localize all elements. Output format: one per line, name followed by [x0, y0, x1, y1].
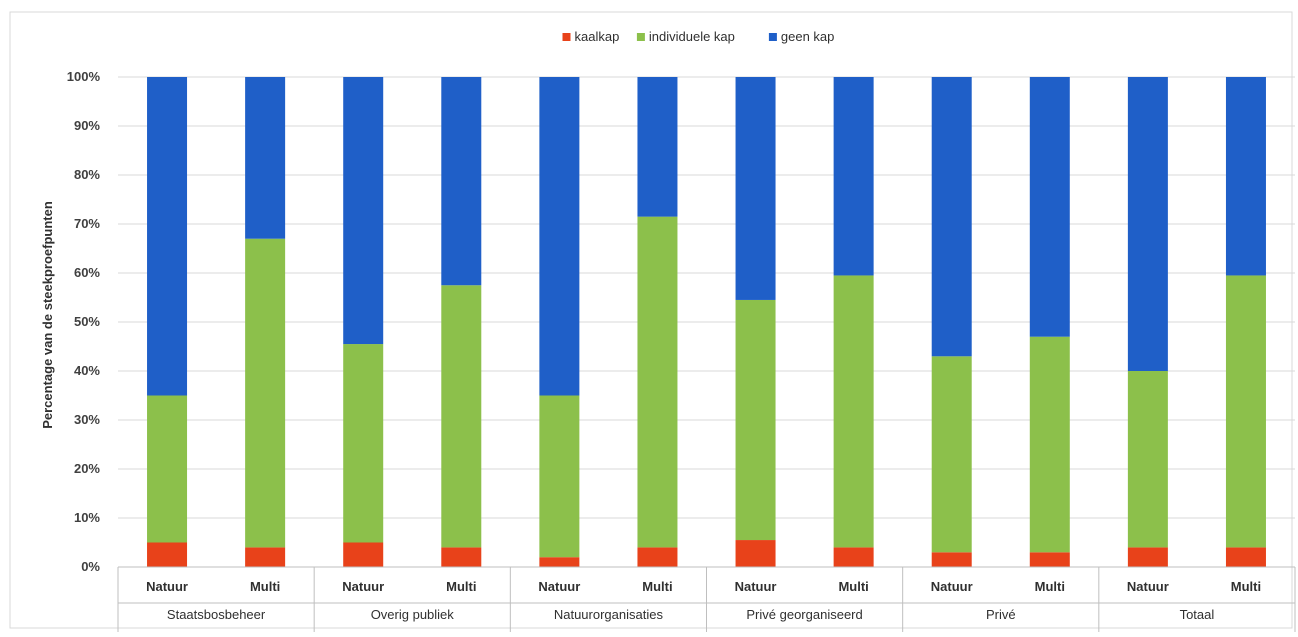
legend-swatch-kaalkap — [562, 33, 571, 41]
bars — [147, 77, 1266, 567]
y-tick-label: 100% — [67, 69, 101, 84]
x-category-label: Multi — [1035, 579, 1065, 594]
y-tick-label: 40% — [74, 363, 100, 378]
x-category-label: Natuur — [538, 579, 580, 594]
x-category-label: Natuur — [146, 579, 188, 594]
y-tick-label: 90% — [74, 118, 100, 133]
bar-segment-geen-kap — [1225, 77, 1266, 276]
bar-segment-kaalkap — [735, 540, 776, 567]
y-tick-label: 0% — [81, 559, 100, 574]
bar-segment-individuele-kap — [1225, 275, 1266, 548]
x-category-label: Multi — [250, 579, 280, 594]
legend-swatch-individuele-kap — [636, 33, 645, 41]
bar-segment-kaalkap — [833, 547, 874, 567]
x-group-label: Overig publiek — [371, 607, 455, 622]
y-tick-label: 30% — [74, 412, 100, 427]
bar-segment-geen-kap — [441, 77, 482, 286]
y-tick-labels: 0% 10% 20% 30% 40% 50% 60% 70% 80% 90% 100% — [67, 69, 101, 574]
bar-segment-kaalkap — [343, 542, 384, 567]
x-group-label: Natuurorganisaties — [554, 607, 664, 622]
y-tick-label: 80% — [74, 167, 100, 182]
y-tick-label: 50% — [74, 314, 100, 329]
bar-segment-geen-kap — [1127, 77, 1168, 371]
x-group-label: Privé — [986, 607, 1016, 622]
bar-segment-individuele-kap — [441, 285, 482, 548]
bar-segment-individuele-kap — [931, 356, 972, 553]
y-tick-label: 60% — [74, 265, 100, 280]
bar-segment-geen-kap — [1029, 77, 1070, 337]
bar-segment-kaalkap — [1029, 552, 1070, 567]
legend-label: geen kap — [781, 29, 835, 44]
bar-segment-geen-kap — [833, 77, 874, 276]
bar-segment-geen-kap — [637, 77, 678, 217]
bar-segment-geen-kap — [147, 77, 188, 396]
bar-segment-individuele-kap — [539, 395, 580, 558]
bar-segment-kaalkap — [245, 547, 286, 567]
legend-label: kaalkap — [575, 29, 620, 44]
bar-segment-individuele-kap — [147, 395, 188, 543]
x-group-label: Privé georganiseerd — [746, 607, 862, 622]
bar-segment-kaalkap — [441, 547, 482, 567]
bar-segment-geen-kap — [343, 77, 384, 345]
x-category-label: Natuur — [735, 579, 777, 594]
bar-segment-individuele-kap — [1127, 371, 1168, 548]
bar-segment-geen-kap — [931, 77, 972, 357]
x-category-label: Multi — [1231, 579, 1261, 594]
bar-segment-individuele-kap — [735, 299, 776, 541]
bar-segment-kaalkap — [637, 547, 678, 567]
x-category-label: Multi — [642, 579, 672, 594]
x-category-label: Multi — [446, 579, 476, 594]
x-category-label: Natuur — [931, 579, 973, 594]
x-category-label: Natuur — [1127, 579, 1169, 594]
bar-segment-individuele-kap — [637, 216, 678, 548]
bar-segment-geen-kap — [539, 77, 580, 396]
y-tick-label: 70% — [74, 216, 100, 231]
legend-label: individuele kap — [649, 29, 735, 44]
bar-segment-kaalkap — [1225, 547, 1266, 567]
bar-segment-individuele-kap — [1029, 336, 1070, 553]
x-group-label: Staatsbosbeheer — [167, 607, 266, 622]
legend: kaalkap individuele kap geen kap — [562, 29, 835, 44]
y-axis-label: Percentage van de steekproefpunten — [40, 201, 55, 429]
bar-segment-individuele-kap — [245, 238, 286, 548]
bar-segment-geen-kap — [735, 77, 776, 300]
x-axis: Natuur Multi Natuur Multi Natuur Multi Natuur M… — [117, 566, 1296, 632]
bar-segment-kaalkap — [147, 542, 188, 567]
bar-segment-geen-kap — [245, 77, 286, 239]
legend-swatch-geen-kap — [768, 33, 777, 41]
bar-segment-individuele-kap — [833, 275, 874, 548]
x-group-label: Totaal — [1180, 607, 1215, 622]
x-category-label: Multi — [838, 579, 868, 594]
bar-segment-kaalkap — [931, 552, 972, 567]
bar-segment-kaalkap — [1127, 547, 1168, 567]
x-category-label: Natuur — [342, 579, 384, 594]
bar-segment-kaalkap — [539, 557, 580, 567]
bar-segment-individuele-kap — [343, 344, 384, 543]
y-tick-label: 10% — [74, 510, 100, 525]
y-tick-label: 20% — [74, 461, 100, 476]
